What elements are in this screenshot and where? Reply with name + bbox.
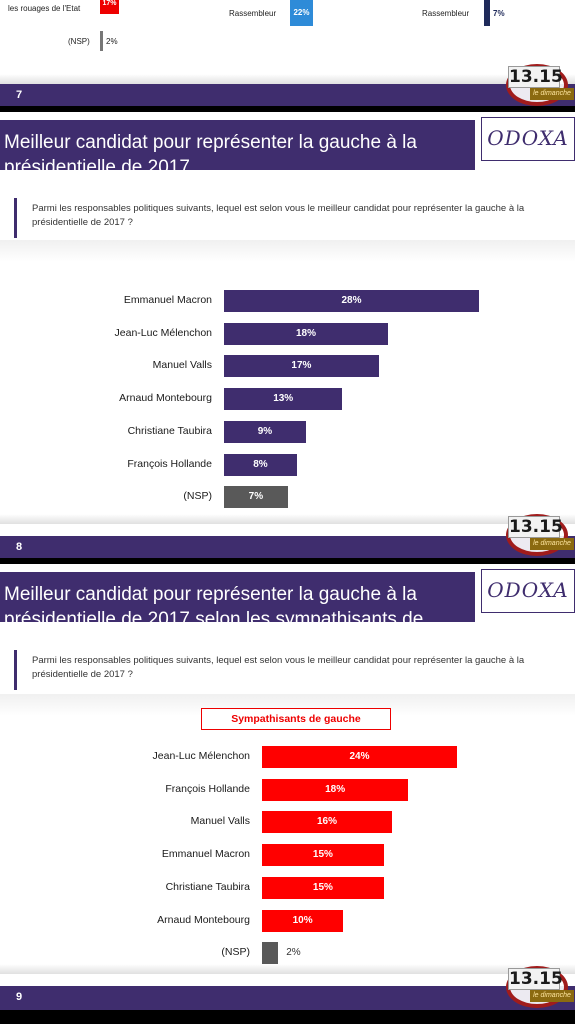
value-label: 15% [312, 881, 333, 893]
slide-number: 8 [16, 541, 23, 553]
bar [224, 420, 306, 443]
bar [262, 909, 344, 932]
segment-label: Sympathisants de gauche [201, 708, 391, 730]
category-label: Emmanuel Macron [161, 848, 250, 861]
category-label: François Hollande [127, 457, 212, 470]
question-box: Parmi les responsables politiques suivan… [14, 198, 559, 238]
slide-9: Meilleur candidat pour représenter la ga… [0, 564, 575, 1010]
logo-1315: 13.15 le dimanche [504, 966, 574, 1010]
fragment-bar-17: 17% [100, 0, 119, 14]
category-label: Christiane Taubira [165, 880, 250, 893]
category-label: Manuel Valls [190, 815, 250, 828]
fragment-bar-7 [484, 0, 490, 26]
bar [224, 388, 343, 411]
title-bar: Meilleur candidat pour représenter la ga… [0, 572, 475, 655]
slide-8: Meilleur candidat pour représenter la ga… [0, 112, 575, 558]
question-text: Parmi les responsables politiques suivan… [32, 203, 525, 228]
value-label: 28% [341, 295, 362, 306]
value-label: 7% [248, 491, 264, 503]
slide-7-footer: 7 [0, 84, 575, 106]
category-label: Arnaud Montebourg [157, 913, 250, 926]
bar [224, 355, 379, 378]
question-text: Parmi les responsables politiques suivan… [32, 655, 525, 680]
value-label: 18% [295, 327, 316, 339]
bar [262, 942, 279, 965]
value-label: 9% [257, 425, 273, 437]
bar [224, 322, 388, 345]
slide-title: Meilleur candidat pour représenter la ga… [4, 132, 417, 178]
category-label: Arnaud Montebourg [119, 392, 212, 405]
value-label: 13% [273, 393, 294, 405]
fragment-label-nsp: (NSP) [68, 37, 90, 46]
category-label: Manuel Valls [152, 359, 212, 372]
fragment-label-rassembleur-2: Rassembleur [422, 9, 470, 18]
fragment-label-rassembleur-1: Rassembleur [229, 9, 277, 18]
category-label: (NSP) [221, 946, 250, 959]
fragment-bar-22: 22% [290, 0, 313, 26]
odoxa-logo: ODOXA [481, 569, 575, 613]
category-label: François Hollande [165, 782, 250, 795]
question-box: Parmi les responsables politiques suivan… [14, 650, 559, 690]
bar [224, 486, 288, 509]
value-label: 2% [286, 947, 301, 959]
bar [224, 453, 297, 476]
value-label: 10% [292, 914, 313, 926]
value-label: 24% [349, 751, 370, 762]
bar [262, 844, 384, 867]
value-label: 16% [316, 816, 337, 828]
value-label: 8% [253, 458, 268, 470]
bar [262, 746, 457, 768]
slide-number: 9 [16, 991, 23, 1003]
logo-1315: 13.15 le dimanche [504, 514, 574, 558]
category-label: Emmanuel Macron [123, 294, 212, 306]
category-label: Jean-Luc Mélenchon [114, 326, 212, 339]
category-label: (NSP) [183, 490, 212, 503]
odoxa-logo: ODOXA [481, 117, 575, 161]
fragment-value-nsp: 2% [106, 37, 118, 46]
category-label: Jean-Luc Mélenchon [152, 750, 250, 762]
fragment-value-7: 7% [493, 9, 505, 18]
logo-1315: 13.15 le dimanche [504, 64, 574, 106]
slide-7: les rouages de l'Etat 17% (NSP) 2% Rasse… [0, 0, 575, 106]
value-label: 15% [312, 849, 333, 861]
category-label: Christiane Taubira [127, 424, 212, 437]
fragment-label-rouages: les rouages de l'Etat [8, 4, 81, 13]
slide-number: 7 [16, 89, 23, 101]
bar [262, 876, 384, 899]
bar [262, 811, 392, 834]
bar [262, 778, 409, 801]
value-label: 18% [325, 783, 346, 795]
fragment-bar-nsp [100, 31, 103, 51]
bar [224, 290, 479, 312]
slide-9-footer: 9 [0, 986, 575, 1010]
slide-8-footer: 8 [0, 536, 575, 558]
slide-title: Meilleur candidat pour représenter la ga… [4, 584, 424, 655]
title-bar: Meilleur candidat pour représenter la ga… [0, 120, 475, 178]
value-label: 17% [291, 360, 312, 372]
